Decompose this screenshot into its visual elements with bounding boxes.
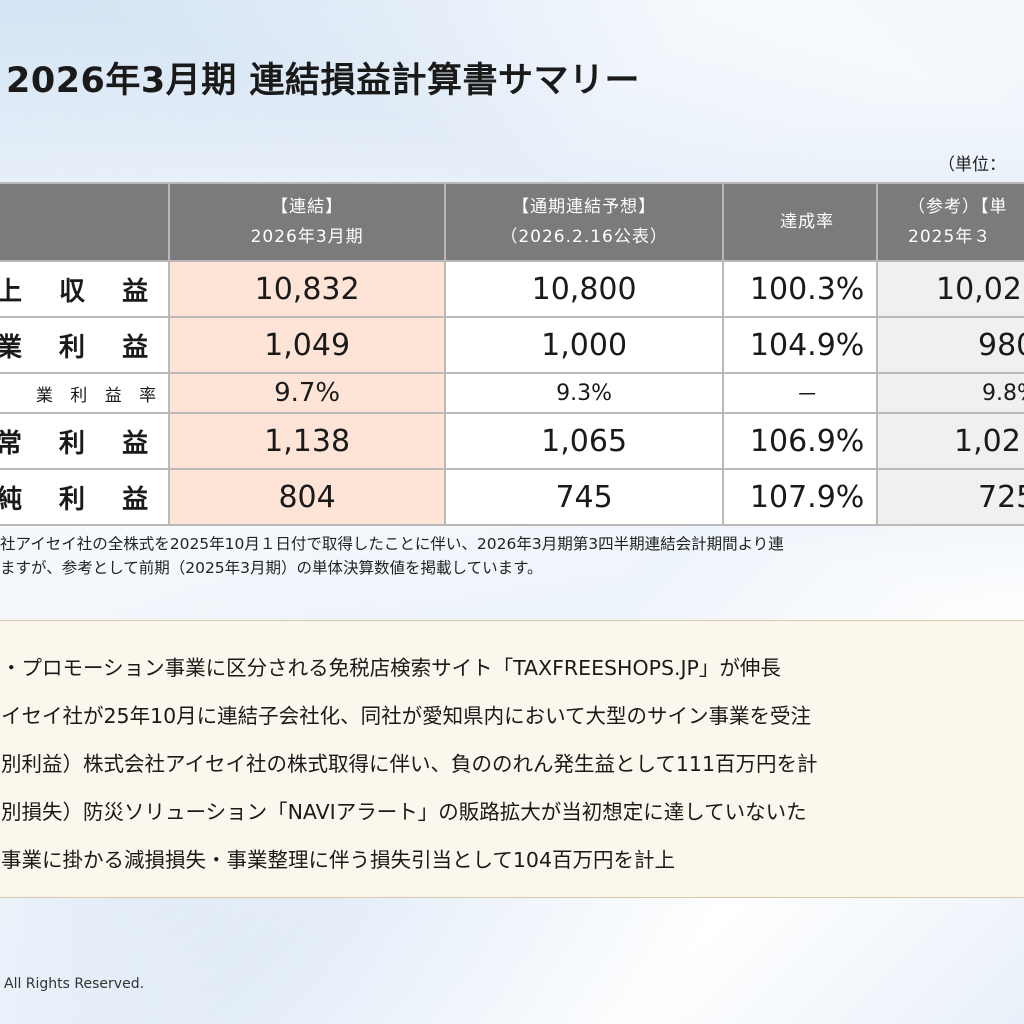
table-row: 業 利 益 1,049 1,000 104.9%: [0, 316, 893, 374]
reference-value: 9.8%: [876, 372, 1024, 414]
reference-header-row: （参考）【単 2025年３: [876, 182, 1024, 262]
reference-value: 10,02: [876, 260, 1024, 318]
achievement-rate: 100.3%: [722, 260, 893, 318]
footnote: 社アイセイ社の全株式を2025年10月１日付で取得したことに伴い、2026年3月…: [0, 532, 784, 580]
actual-value: 1,049: [168, 316, 447, 374]
header-label-cell: [0, 182, 171, 262]
reference-value: 980: [876, 316, 1024, 374]
achievement-rate: 106.9%: [722, 412, 893, 470]
actual-value: 9.7%: [168, 372, 447, 414]
table-row: 常 利 益 1,138 1,065 106.9%: [0, 412, 893, 470]
highlight-item: ・プロモーション事業に区分される免税店検索サイト「TAXFREESHOPS.JP…: [1, 656, 781, 680]
highlight-item: 事業に掛かる減損損失・事業整理に伴う損失引当として104百万円を計上: [1, 848, 676, 872]
achievement-rate: －: [722, 372, 893, 414]
highlight-item: イセイ社が25年10月に連結子会社化、同社が愛知県内において大型のサイン事業を受…: [1, 704, 812, 728]
row-label: 業 利 益 率: [0, 372, 171, 414]
forecast-value: 745: [444, 468, 725, 526]
header-forecast-date: （2026.2.16公表）: [500, 227, 668, 247]
row-label: 常 利 益: [0, 412, 171, 470]
forecast-value: 1,065: [444, 412, 725, 470]
reference-table: （参考）【単 2025年３ 10,02 980 9.8% 1,02 725: [876, 182, 1024, 526]
forecast-value: 10,800: [444, 260, 725, 318]
header-achievement-rate: 達成率: [722, 182, 893, 262]
achievement-rate: 104.9%: [722, 316, 893, 374]
footnote-line: ますが、参考として前期（2025年3月期）の単体決算数値を掲載しています。: [0, 559, 543, 577]
reference-value: 725: [876, 468, 1024, 526]
actual-value: 804: [168, 468, 447, 526]
reference-header: （参考）【単 2025年３: [876, 182, 1024, 262]
reference-value: 1,02: [876, 412, 1024, 470]
actual-value: 10,832: [168, 260, 447, 318]
highlight-item: 別損失）防災ソリューション「NAVIアラート」の販路拡大が当初想定に達していない…: [1, 800, 807, 824]
unit-label: （単位：: [938, 155, 1006, 175]
row-label: 純 利 益: [0, 468, 171, 526]
reference-header-title: （参考）【単: [908, 197, 1008, 217]
header-forecast-title: 【通期連結予想】: [512, 197, 657, 217]
header-consolidated-period: 2026年3月期: [250, 227, 364, 247]
header-consolidated-title: 【連結】: [271, 197, 344, 217]
summary-table: 【連結】 2026年3月期 【通期連結予想】 （2026.2.16公表） 達成率…: [0, 182, 893, 526]
achievement-rate: 107.9%: [722, 468, 893, 526]
page-title: 2026年3月期 連結損益計算書サマリー: [6, 61, 640, 101]
header-consolidated: 【連結】 2026年3月期: [168, 182, 447, 262]
row-label: 業 利 益: [0, 316, 171, 374]
forecast-value: 1,000: [444, 316, 725, 374]
table-header-row: 【連結】 2026年3月期 【通期連結予想】 （2026.2.16公表） 達成率: [0, 182, 893, 262]
reference-header-period: 2025年３: [908, 227, 992, 247]
actual-value: 1,138: [168, 412, 447, 470]
highlights-box: ・プロモーション事業に区分される免税店検索サイト「TAXFREESHOPS.JP…: [0, 620, 1024, 898]
highlight-item: 別利益）株式会社アイセイ社の株式取得に伴い、負ののれん発生益として111百万円を…: [1, 752, 818, 776]
copyright-footer: All Rights Reserved.: [4, 976, 145, 992]
table-row: 上 収 益 10,832 10,800 100.3%: [0, 260, 893, 318]
header-forecast: 【通期連結予想】 （2026.2.16公表）: [444, 182, 725, 262]
footnote-line: 社アイセイ社の全株式を2025年10月１日付で取得したことに伴い、2026年3月…: [0, 535, 784, 553]
table-row: 業 利 益 率 9.7% 9.3% －: [0, 372, 893, 414]
row-label: 上 収 益: [0, 260, 171, 318]
forecast-value: 9.3%: [444, 372, 725, 414]
table-row: 純 利 益 804 745 107.9%: [0, 468, 893, 526]
